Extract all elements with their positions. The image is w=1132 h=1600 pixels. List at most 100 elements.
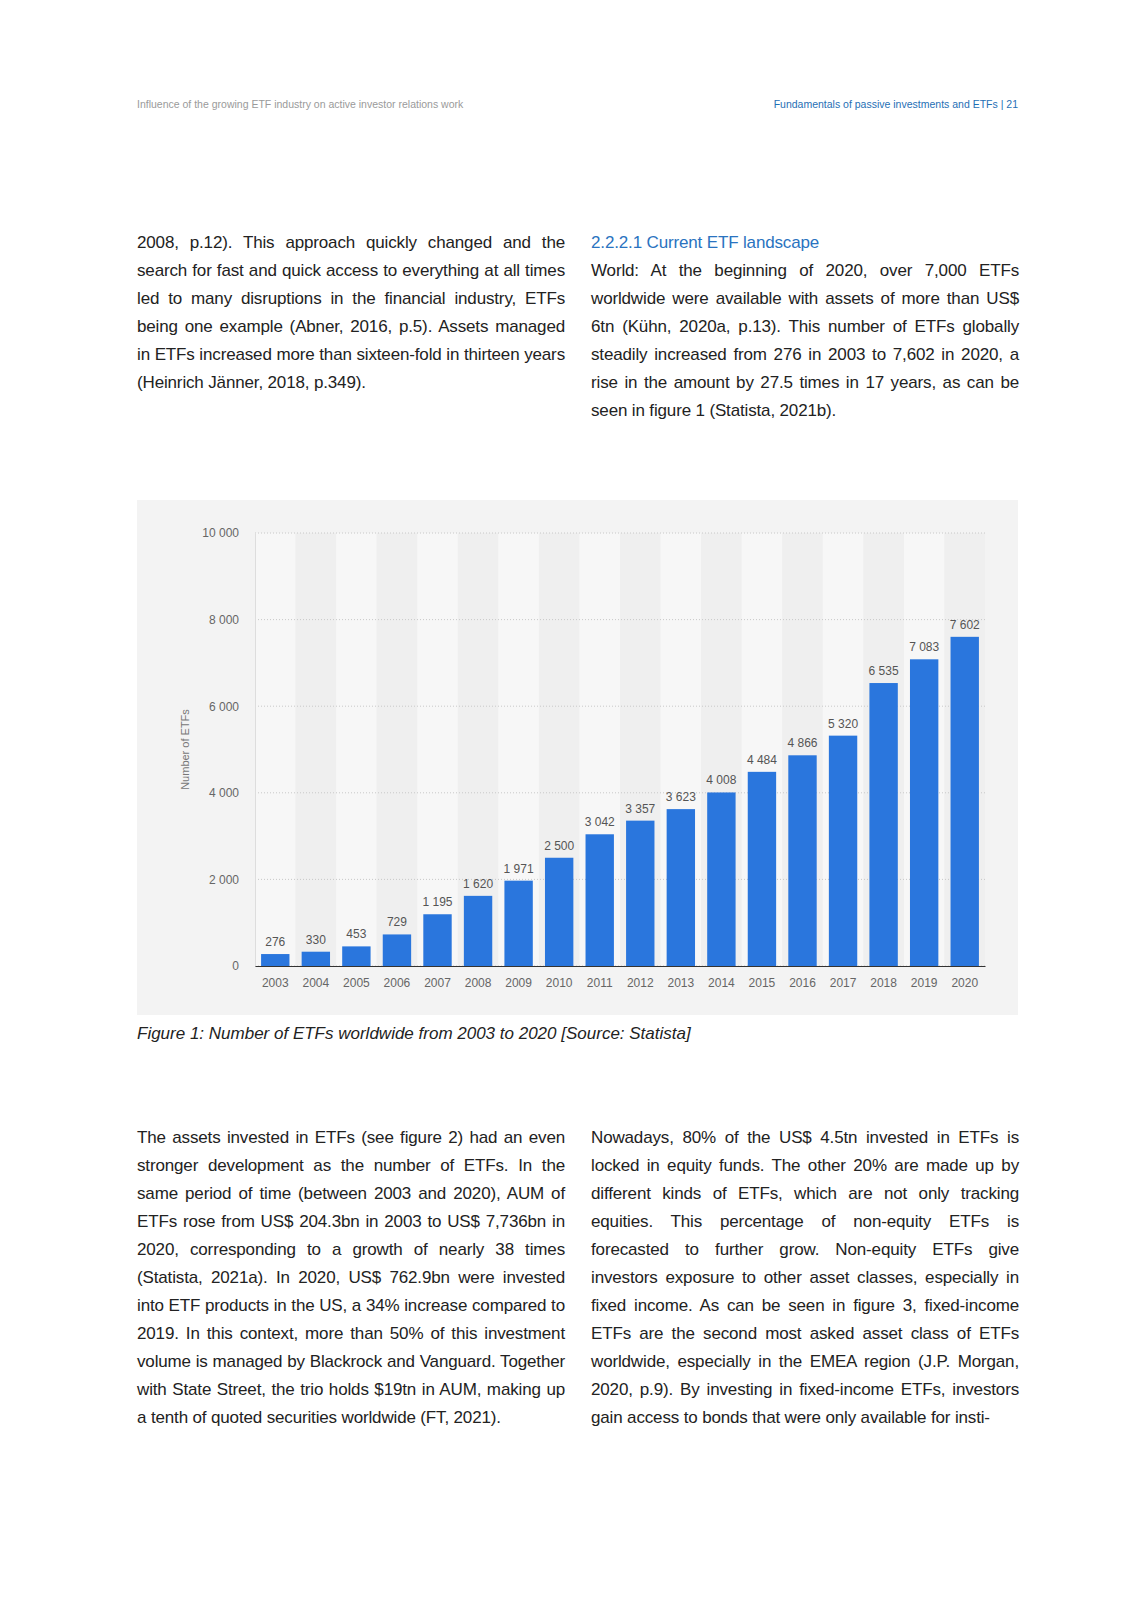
tick: 2 000 [209,873,255,887]
data-label: 6 535 [869,664,899,678]
bar [951,637,979,966]
column-stripe [823,533,864,966]
y-axis: 0 2 000 4 000 6 000 8 000 10 000 [202,526,255,973]
paragraph: Nowadays, 80% of the US$ 4.5tn invested … [591,1124,1019,1432]
data-label: 4 484 [747,753,777,767]
bar [302,952,330,966]
bar [829,736,857,966]
tick-label: 2015 [749,976,776,990]
tick: 2018 [870,966,897,990]
tick: 2014 [708,966,735,990]
data-label: 3 623 [666,790,696,804]
chart-background [137,500,1018,1015]
y-axis-title: Number of ETFs [179,709,191,790]
bar [464,896,492,966]
bar [869,683,897,966]
tick: 2017 [830,966,857,990]
tick-label: 2011 [587,976,613,990]
bar [383,934,411,966]
bar [707,792,735,966]
tick: 2005 [343,966,370,990]
tick-label: 2007 [424,976,451,990]
data-label: 1 620 [463,877,493,891]
tick-label: 2017 [830,976,857,990]
tick-label: 2004 [302,976,329,990]
column-stripe [944,533,985,966]
data-label: 3 042 [585,815,615,829]
column-stripe [620,533,661,966]
tick-label: 2012 [627,976,654,990]
data-label: 2 500 [544,839,574,853]
column-stripe [336,533,377,966]
tick: 2009 [505,966,532,990]
bar [586,834,614,966]
data-label: 1 195 [422,895,452,909]
column-stripe [701,533,742,966]
tick-label: 2006 [384,976,411,990]
tick-label: 2014 [708,976,735,990]
bar [504,881,532,966]
bar [667,809,695,966]
paragraph: The assets invested in ETFs (see figure … [137,1124,565,1432]
data-label: 5 320 [828,717,858,731]
tick-label: 2020 [951,976,978,990]
tick: 6 000 [209,700,255,714]
tick-label: 0 [232,959,239,973]
tick: 2015 [749,966,776,990]
tick-label: 2013 [667,976,694,990]
tick-label: 2018 [870,976,897,990]
tick-label: 2003 [262,976,289,990]
header-left: Influence of the growing ETF industry on… [137,98,463,110]
tick: 2012 [627,966,654,990]
bar [788,755,816,966]
grid-line [255,619,985,620]
tick: 10 000 [202,526,255,540]
axis-line [256,966,986,967]
bar [423,914,451,966]
data-label: 4 008 [706,773,736,787]
tick: 2010 [546,966,573,990]
column-stripe [863,533,904,966]
column-stripe [377,533,418,966]
tick-label: 2019 [911,976,938,990]
column-stripe [904,533,945,966]
column-stripe [782,533,823,966]
data-label: 3 357 [625,802,655,816]
x-axis: 2003 2004 2005 2006 2007 2008 2009 2010 2011 2012… [256,966,986,990]
column-stripe [539,533,580,966]
tick: 2006 [384,966,411,990]
tick: 2011 [587,966,613,990]
axis-line [255,534,256,967]
chart: 2763304537291 1951 6201 9712 5003 0423 3… [137,500,1018,1015]
tick: 2019 [911,966,938,990]
column-stripe [661,533,702,966]
data-label: 729 [387,915,407,929]
tick: 2003 [262,966,289,990]
data-label: 1 971 [504,862,534,876]
column-stripe [296,533,337,966]
data-label: 4 866 [787,736,817,750]
tick: 2020 [951,966,978,990]
column-stripe [498,533,539,966]
tick-label: 2005 [343,976,370,990]
column-stripe [458,533,499,966]
tick-label: 2016 [789,976,816,990]
grid-line [255,533,985,534]
data-label: 453 [346,927,366,941]
tick: 2008 [465,966,492,990]
bar [261,954,289,966]
tick-label: 4 000 [209,786,239,800]
bar [748,772,776,966]
bar [626,821,654,966]
tick: 2007 [424,966,451,990]
paragraph: 2008, p.12). This approach quickly chang… [137,229,565,397]
tick: 2013 [667,966,694,990]
tick-label: 2009 [505,976,532,990]
section-heading: 2.2.2.1 Current ETF landscape [591,229,1019,257]
tick-label: 6 000 [209,700,239,714]
data-label: 276 [265,935,285,949]
tick: 8 000 [209,613,255,627]
tick-label: 2008 [465,976,492,990]
figure-caption: Figure 1: Number of ETFs worldwide from … [137,1024,691,1044]
bars [261,637,979,966]
